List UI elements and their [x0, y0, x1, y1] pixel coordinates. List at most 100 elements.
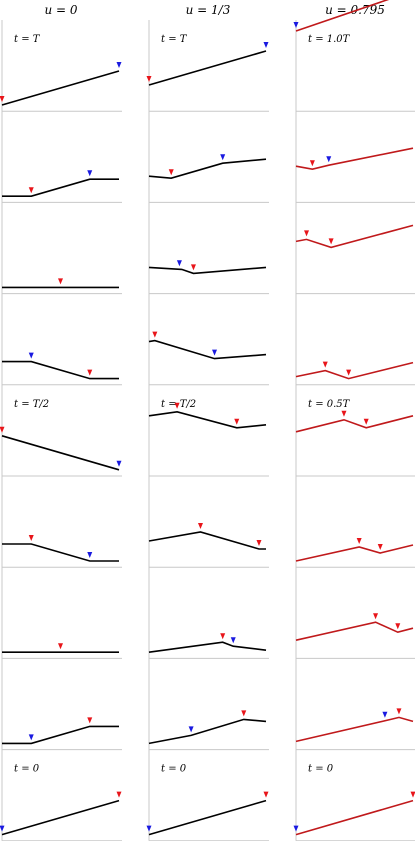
- trajectory-line: [148, 799, 267, 836]
- panel: [2, 352, 122, 386]
- red-marker: [116, 791, 122, 798]
- red-marker: [373, 613, 379, 620]
- red-marker: [234, 418, 240, 425]
- panel: [295, 538, 415, 568]
- trajectory-line: [148, 531, 266, 550]
- red-marker: [410, 791, 415, 798]
- red-marker: [152, 331, 158, 338]
- panel: t = 0: [146, 764, 269, 841]
- trajectory-line: [295, 224, 414, 249]
- blue-marker: [293, 22, 299, 28]
- time-label: t = 0: [308, 764, 334, 775]
- panel: t = T: [146, 34, 269, 112]
- trajectory-line: [295, 716, 414, 743]
- red-marker: [396, 708, 402, 715]
- blue-marker: [382, 711, 388, 718]
- red-marker: [58, 278, 63, 285]
- panel: t = T/2: [148, 399, 269, 477]
- trajectory-line: [148, 641, 267, 653]
- time-label: t = 0: [161, 764, 187, 775]
- red-marker: [256, 540, 262, 546]
- panel: [2, 717, 122, 751]
- trajectory-line: [2, 178, 119, 197]
- trajectory-line: [295, 621, 414, 641]
- blue-marker: [326, 156, 332, 163]
- panel: [148, 331, 269, 386]
- panel: [295, 361, 415, 386]
- time-label: t = 0.5T: [308, 399, 351, 410]
- red-marker: [87, 369, 93, 376]
- blue-marker: [87, 170, 93, 177]
- blue-marker: [28, 352, 34, 359]
- time-label: t = T: [161, 34, 188, 45]
- panel: t = 0: [293, 764, 415, 841]
- panel: [2, 170, 122, 203]
- trajectory-line: [148, 266, 267, 275]
- red-marker: [356, 538, 362, 544]
- blue-marker: [220, 154, 226, 161]
- red-marker: [328, 238, 334, 245]
- red-marker: [377, 544, 383, 550]
- panel: [148, 523, 269, 568]
- trajectory-line: [295, 361, 414, 380]
- panel: t = 0.5T: [295, 399, 415, 477]
- blue-marker: [116, 460, 122, 467]
- red-marker: [190, 264, 196, 271]
- blue-marker: [28, 734, 34, 741]
- panel: [148, 260, 269, 295]
- red-marker: [174, 402, 180, 409]
- panel: [295, 613, 415, 659]
- red-marker: [58, 643, 63, 650]
- trajectory-line: [1, 799, 120, 836]
- red-marker: [220, 633, 226, 640]
- trajectory-line: [2, 360, 119, 380]
- panel: [2, 278, 122, 295]
- red-marker: [241, 710, 247, 717]
- time-label: t = T/2: [14, 399, 49, 410]
- red-marker: [341, 410, 347, 417]
- blue-marker: [230, 637, 236, 644]
- trajectory-line: [148, 50, 267, 86]
- blue-marker: [0, 825, 5, 832]
- red-marker: [309, 160, 315, 167]
- red-marker: [168, 169, 174, 176]
- trajectory-line: [148, 339, 267, 360]
- red-marker: [87, 717, 93, 724]
- panel: t = 0: [0, 764, 122, 841]
- red-marker: [346, 369, 352, 376]
- blue-marker: [87, 552, 93, 558]
- red-marker: [28, 535, 34, 541]
- trajectory-line: [148, 718, 267, 745]
- blue-marker: [116, 62, 122, 68]
- red-marker: [146, 76, 152, 82]
- panel: [148, 633, 269, 659]
- panel: [295, 147, 415, 203]
- trajectory-line: [1, 70, 120, 106]
- blue-marker: [146, 825, 152, 832]
- red-marker: [322, 361, 328, 368]
- blue-marker: [188, 726, 194, 733]
- panel: [2, 643, 122, 659]
- red-marker: [263, 791, 269, 798]
- trajectory-line: [295, 147, 414, 171]
- trajectory-line: [148, 158, 267, 180]
- trajectory-line: [2, 725, 119, 745]
- panel: [148, 710, 269, 751]
- blue-marker: [293, 825, 299, 832]
- red-marker: [0, 426, 5, 433]
- panel: [2, 535, 122, 568]
- trajectory-line: [1, 435, 120, 471]
- panel: [295, 224, 415, 295]
- blue-marker: [263, 42, 269, 48]
- trajectory-line: [2, 543, 119, 562]
- panel: [148, 154, 269, 203]
- column-header-u0: u = 0: [44, 3, 77, 17]
- time-label: t = 0: [14, 764, 40, 775]
- time-label: t = T: [14, 34, 41, 45]
- panel: t = T/2: [0, 399, 122, 477]
- trajectory-line: [295, 0, 390, 32]
- trajectory-line: [148, 410, 267, 429]
- panel: t = T: [0, 34, 122, 112]
